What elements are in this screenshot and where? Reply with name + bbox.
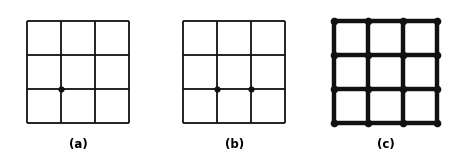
Text: (c): (c) xyxy=(377,138,394,151)
Text: (a): (a) xyxy=(69,138,88,151)
Text: (b): (b) xyxy=(225,138,244,151)
